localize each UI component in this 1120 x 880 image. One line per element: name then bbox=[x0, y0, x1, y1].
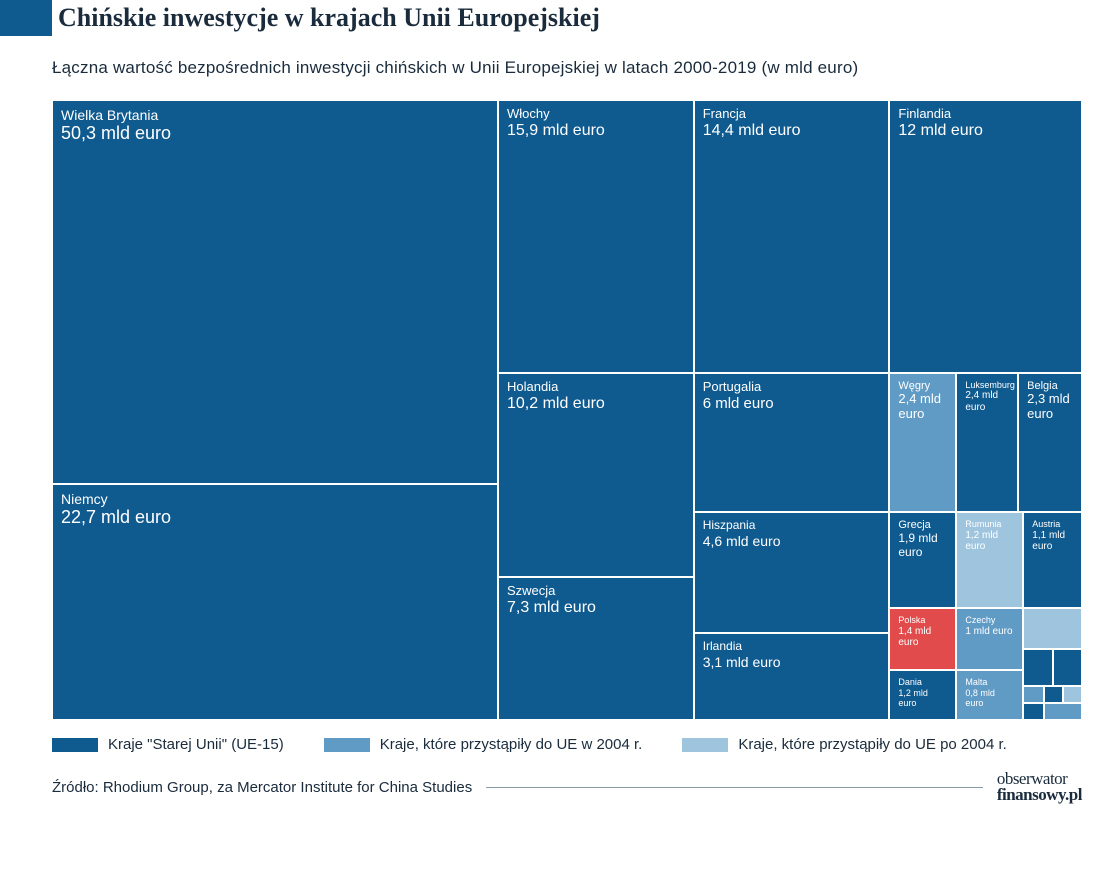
treemap-tile: Niemcy22,7 mld euro bbox=[52, 484, 498, 720]
legend: Kraje "Starej Unii" (UE-15) Kraje, które… bbox=[52, 736, 1120, 753]
tile-value: 7,3 mld euro bbox=[507, 599, 685, 617]
treemap-tile: Polska1,4 mld euro bbox=[889, 608, 956, 670]
treemap-tile: Czechy1 mld euro bbox=[956, 608, 1023, 670]
treemap-tile: Wielka Brytania50,3 mld euro bbox=[52, 100, 498, 484]
header-bar: Chińskie inwestycje w krajach Unii Europ… bbox=[0, 0, 1120, 36]
tile-name: Szwecja bbox=[507, 584, 685, 599]
divider bbox=[486, 787, 983, 788]
tile-name: Finlandia bbox=[898, 107, 1073, 122]
tile-value: 12 mld euro bbox=[898, 122, 1073, 140]
treemap-tile: Holandia10,2 mld euro bbox=[498, 373, 694, 578]
treemap-tile: Węgry2,4 mld euro bbox=[889, 373, 956, 513]
tile-value: 1,9 mld euro bbox=[898, 532, 947, 560]
treemap-tile: Hiszpania4,6 mld euro bbox=[694, 512, 890, 633]
treemap-tile bbox=[1053, 649, 1082, 686]
tile-value: 50,3 mld euro bbox=[61, 123, 489, 144]
legend-swatch bbox=[52, 738, 98, 752]
header-accent bbox=[0, 0, 52, 36]
source-text: Źródło: Rhodium Group, za Mercator Insti… bbox=[52, 779, 472, 796]
tile-name: Holandia bbox=[507, 380, 685, 395]
treemap-tile: Dania1,2 mld euro bbox=[889, 670, 956, 720]
treemap-tile: Finlandia12 mld euro bbox=[889, 100, 1082, 373]
treemap-tile: Włochy15,9 mld euro bbox=[498, 100, 694, 373]
tile-name: Irlandia bbox=[703, 640, 881, 654]
treemap-tile: Austria1,1 mld euro bbox=[1023, 512, 1082, 608]
tile-value: 1 mld euro bbox=[965, 626, 1014, 638]
treemap-tile bbox=[1023, 686, 1044, 703]
treemap-tile: Belgia2,3 mld euro bbox=[1018, 373, 1082, 513]
tile-name: Rumunia bbox=[965, 519, 1014, 529]
brand-line2: finansowy.pl bbox=[997, 787, 1082, 803]
treemap-tile bbox=[1044, 686, 1063, 703]
tile-value: 1,2 mld euro bbox=[898, 688, 947, 709]
legend-label: Kraje, które przystąpiły do UE w 2004 r. bbox=[380, 736, 643, 753]
tile-name: Hiszpania bbox=[703, 519, 881, 533]
tile-value: 22,7 mld euro bbox=[61, 507, 489, 528]
tile-name: Polska bbox=[898, 615, 947, 625]
tile-name: Luksemburg bbox=[965, 380, 1009, 390]
treemap-tile bbox=[1023, 649, 1052, 686]
legend-item: Kraje, które przystąpiły do UE w 2004 r. bbox=[324, 736, 643, 753]
treemap-tile bbox=[1063, 686, 1082, 703]
tile-value: 10,2 mld euro bbox=[507, 395, 685, 413]
page-title: Chińskie inwestycje w krajach Unii Europ… bbox=[58, 3, 600, 33]
tile-value: 2,4 mld euro bbox=[898, 392, 947, 422]
tile-value: 1,2 mld euro bbox=[965, 530, 1014, 553]
tile-name: Wielka Brytania bbox=[61, 107, 489, 123]
treemap-tile: Portugalia6 mld euro bbox=[694, 373, 890, 513]
subtitle: Łączna wartość bezpośrednich inwestycji … bbox=[52, 58, 1120, 78]
treemap-chart: Wielka Brytania50,3 mld euroNiemcy22,7 m… bbox=[52, 100, 1082, 720]
tile-value: 1,1 mld euro bbox=[1032, 530, 1073, 553]
tile-name: Malta bbox=[965, 677, 1014, 687]
tile-name: Dania bbox=[898, 677, 947, 687]
legend-label: Kraje, które przystąpiły do UE po 2004 r… bbox=[738, 736, 1006, 753]
legend-item: Kraje, które przystąpiły do UE po 2004 r… bbox=[682, 736, 1006, 753]
treemap-tile: Irlandia3,1 mld euro bbox=[694, 633, 890, 720]
tile-value: 14,4 mld euro bbox=[703, 122, 881, 140]
treemap-tile: Francja14,4 mld euro bbox=[694, 100, 890, 373]
tile-name: Francja bbox=[703, 107, 881, 122]
tile-value: 4,6 mld euro bbox=[703, 533, 881, 549]
tile-name: Portugalia bbox=[703, 380, 881, 395]
tile-name: Austria bbox=[1032, 519, 1073, 529]
tile-name: Niemcy bbox=[61, 491, 489, 507]
source-row: Źródło: Rhodium Group, za Mercator Insti… bbox=[52, 771, 1082, 803]
tile-value: 2,4 mld euro bbox=[965, 390, 1009, 413]
tile-value: 15,9 mld euro bbox=[507, 122, 685, 140]
tile-value: 1,4 mld euro bbox=[898, 626, 947, 649]
tile-name: Czechy bbox=[965, 615, 1014, 625]
tile-value: 0,8 mld euro bbox=[965, 688, 1014, 709]
tile-value: 3,1 mld euro bbox=[703, 654, 881, 670]
treemap-tile bbox=[1044, 703, 1082, 720]
treemap-tile: Rumunia1,2 mld euro bbox=[956, 512, 1023, 608]
legend-swatch bbox=[682, 738, 728, 752]
treemap-tile: Luksemburg2,4 mld euro bbox=[956, 373, 1018, 513]
treemap-tile: Szwecja7,3 mld euro bbox=[498, 577, 694, 720]
tile-name: Włochy bbox=[507, 107, 685, 122]
treemap-tile: Malta0,8 mld euro bbox=[956, 670, 1023, 720]
legend-label: Kraje "Starej Unii" (UE-15) bbox=[108, 736, 284, 753]
treemap-tile bbox=[1023, 608, 1082, 648]
treemap-tile: Grecja1,9 mld euro bbox=[889, 512, 956, 608]
legend-item: Kraje "Starej Unii" (UE-15) bbox=[52, 736, 284, 753]
tile-value: 2,3 mld euro bbox=[1027, 392, 1073, 422]
treemap-tile bbox=[1023, 703, 1044, 720]
tile-value: 6 mld euro bbox=[703, 395, 881, 412]
brand-logo: obserwator finansowy.pl bbox=[997, 771, 1082, 803]
legend-swatch bbox=[324, 738, 370, 752]
